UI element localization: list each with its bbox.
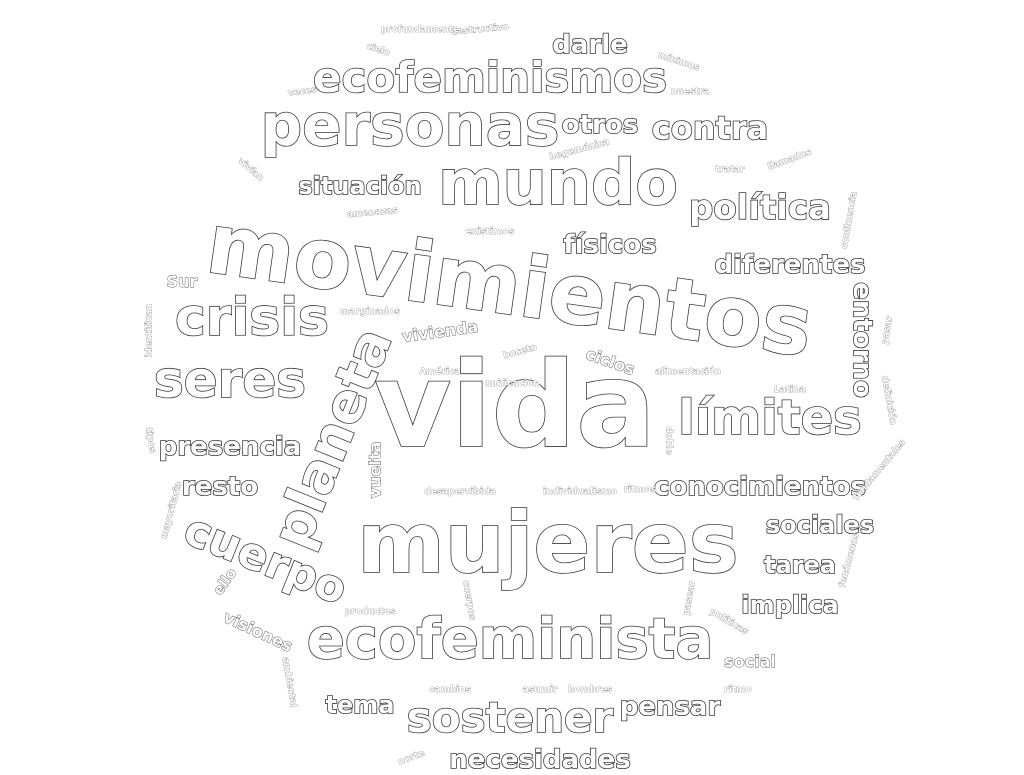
word-cloud-word: presencia [158,432,302,462]
word-cloud-word: tema [325,691,396,719]
word-cloud-word: profundamente [380,24,460,35]
word-cloud-word: visiones [220,607,296,656]
word-cloud-word: sostener [406,693,614,742]
word-cloud-word: definición [879,374,898,426]
word-cloud-word: individualismo [543,486,618,497]
word-cloud-word: crisis [174,288,330,348]
word-cloud-word: nuestra [670,86,710,97]
word-cloud-word: Sur [166,272,198,291]
word-cloud-word: vida [373,336,656,474]
word-cloud-word: mujeres [356,494,739,592]
word-cloud-word: entorno [846,281,878,398]
word-cloud-word: ambiental [279,655,298,709]
word-cloud-word: sociales [765,511,875,539]
word-cloud-word: fundamentales [851,437,908,503]
word-cloud-word: América [419,366,461,377]
word-cloud-word: pasar [880,315,895,345]
word-cloud-word: situación [298,172,423,200]
word-cloud-word: ecofeminismos [312,53,668,102]
word-cloud-word: tarea [763,551,837,579]
word-cloud-word: mundo [437,146,678,219]
word-cloud-word: social [724,652,777,671]
word-cloud-word: vuelta [364,441,385,499]
word-cloud-word: personas [260,91,560,159]
word-cloud-word: cambios [429,684,471,695]
word-cloud-word: identifican [144,303,155,358]
word-cloud-word: doble [663,425,674,455]
word-cloud-word: resto [181,472,259,502]
word-cloud-word: ello [210,565,240,599]
word-cloud-word: política [688,188,832,228]
word-cloud-word: tratar [715,164,745,175]
word-cloud-word: confluencia [839,190,860,250]
word-cloud-word: unificación [484,378,540,389]
word-cloud-word: darle [551,30,628,60]
word-cloud-word: pensar [619,692,721,722]
word-cloud-word: fenómenos [837,531,862,589]
word-cloud-word: ritmo [724,684,752,695]
word-cloud-word: vivían [235,156,266,184]
word-cloud-word: diferentes [714,250,867,280]
word-cloud-word: seres [153,351,307,409]
word-cloud-word: marginados [340,306,400,317]
word-cloud-word: asumir [522,684,558,695]
word-cloud-word: alimentación [655,366,721,377]
word-cloud-word: desapercibida [424,486,496,497]
word-cloud-word: necesidades [448,745,631,775]
word-cloud-word: ritmos [623,484,657,495]
word-cloud-word: tipos [143,426,158,454]
word-cloud-word: contra [651,109,769,147]
word-cloud-word: mayoritaria [159,480,184,540]
word-cloud-word: ecofeminista [306,607,714,672]
word-cloud-word: existimos [465,226,515,237]
word-cloud-word: físicos [563,230,658,260]
word-cloud-word: llamados [766,147,814,173]
word-cloud-word: Latina [774,384,806,395]
word-cloud-word: otros [561,110,639,140]
word-cloud-word: productos [344,606,396,617]
word-cloud-word: implica [741,591,840,619]
word-cloud-word: límites [677,390,862,446]
word-cloud-word: norte [397,748,427,767]
word-cloud-word: conocimientos [653,472,866,502]
word-cloud-word: hombres [567,684,613,695]
